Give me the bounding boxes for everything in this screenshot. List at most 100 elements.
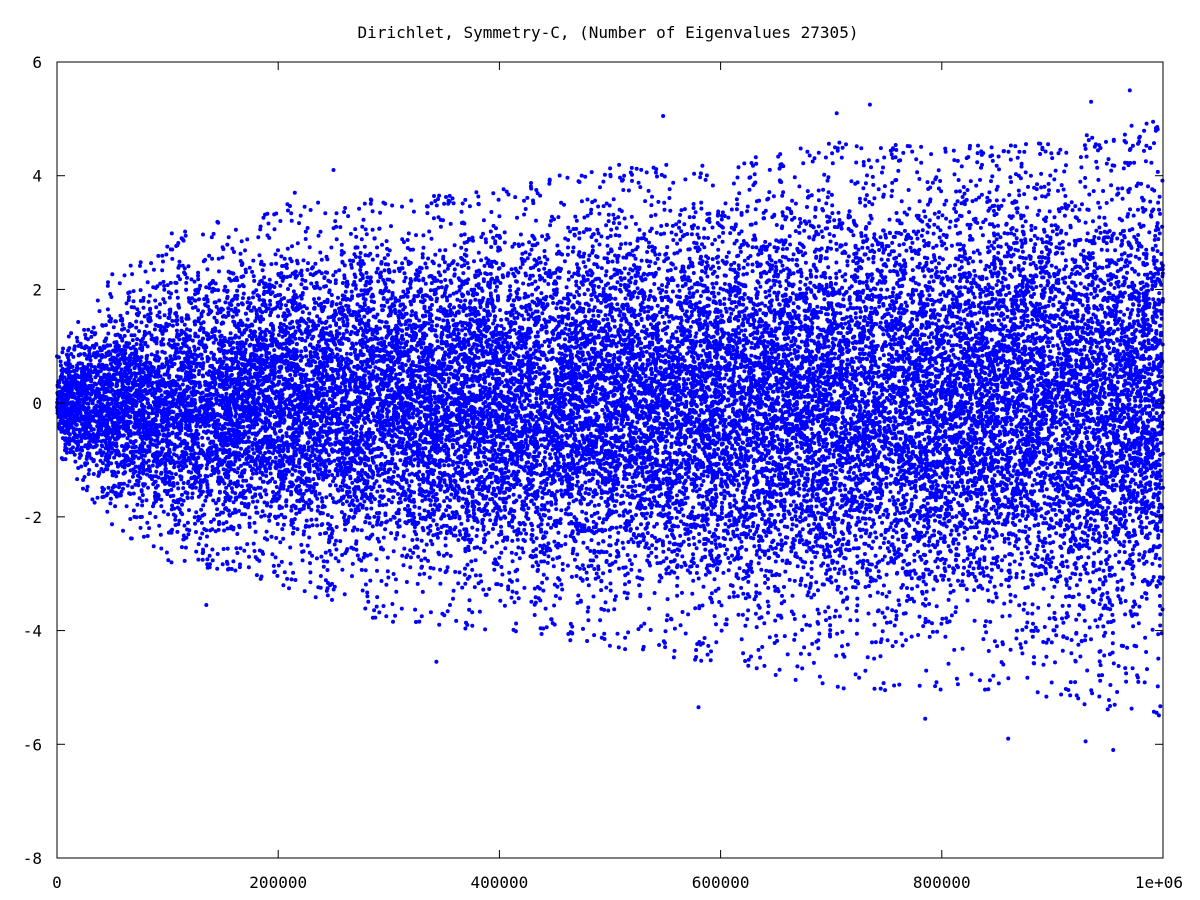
scatter-point: [89, 334, 94, 339]
scatter-point: [308, 580, 313, 585]
scatter-point: [350, 574, 354, 579]
scatter-point: [917, 177, 922, 181]
scatter-point: [455, 262, 460, 267]
scatter-point: [312, 470, 317, 474]
scatter-point: [186, 532, 191, 537]
scatter-point: [592, 633, 597, 638]
scatter-point: [970, 378, 975, 383]
scatter-point: [894, 300, 899, 304]
scatter-point: [805, 572, 810, 577]
scatter-point: [841, 564, 846, 569]
scatter-point: [775, 542, 780, 547]
scatter-point: [740, 612, 745, 617]
scatter-point: [497, 496, 502, 501]
scatter-point: [692, 171, 697, 176]
scatter-point: [236, 302, 241, 307]
scatter-point: [295, 527, 300, 532]
scatter-point: [687, 256, 692, 261]
scatter-point: [843, 502, 848, 507]
scatter-point: [793, 229, 798, 234]
scatter-point: [1013, 144, 1018, 149]
scatter-point: [996, 318, 1001, 323]
scatter-point: [785, 652, 790, 657]
scatter-point: [737, 191, 742, 196]
scatter-point: [122, 273, 127, 278]
scatter-point: [1046, 256, 1051, 261]
scatter-point: [613, 334, 617, 339]
scatter-point: [682, 207, 687, 212]
scatter-point: [664, 331, 668, 336]
scatter-point: [1049, 549, 1054, 554]
scatter-point: [385, 569, 390, 574]
scatter-point: [638, 357, 643, 362]
scatter-point: [382, 256, 387, 261]
scatter-point: [220, 562, 225, 567]
scatter-point: [915, 520, 920, 525]
scatter-point: [960, 646, 965, 651]
scatter-point: [694, 648, 699, 652]
scatter-point: [391, 474, 396, 479]
scatter-point: [1054, 624, 1059, 629]
scatter-point: [803, 260, 808, 265]
scatter-point: [1095, 447, 1100, 452]
scatter-point: [1087, 478, 1092, 483]
scatter-point: [586, 492, 591, 496]
scatter-point: [410, 415, 415, 420]
scatter-point: [749, 381, 754, 385]
scatter-point: [739, 637, 744, 642]
scatter-point: [789, 339, 794, 344]
scatter-point: [384, 582, 389, 587]
scatter-point: [698, 175, 703, 180]
scatter-point: [222, 288, 227, 293]
scatter-point: [978, 440, 983, 445]
scatter-point: [136, 483, 141, 488]
scatter-point: [1064, 163, 1068, 168]
scatter-point: [928, 308, 933, 313]
scatter-point: [1101, 189, 1106, 193]
scatter-point: [614, 541, 619, 546]
scatter-point: [639, 167, 644, 172]
scatter-point: [990, 274, 995, 279]
scatter-point: [765, 599, 770, 604]
scatter-point: [953, 224, 958, 228]
scatter-point: [746, 608, 751, 613]
scatter-point: [307, 245, 312, 250]
scatter-point: [128, 517, 133, 521]
scatter-point: [897, 682, 902, 687]
scatter-point: [289, 508, 294, 513]
scatter-point: [629, 165, 634, 170]
scatter-point: [735, 175, 740, 180]
scatter-point: [1018, 642, 1023, 647]
scatter-point: [1102, 653, 1107, 658]
scatter-point: [438, 581, 443, 586]
scatter-point: [1032, 523, 1037, 528]
scatter-point: [458, 532, 463, 537]
scatter-point: [538, 485, 543, 490]
scatter-point: [994, 198, 999, 203]
scatter-point: [611, 221, 616, 225]
scatter-point: [106, 280, 110, 285]
chart-title: Dirichlet, Symmetry-C, (Number of Eigenv…: [358, 23, 859, 42]
scatter-point: [381, 604, 386, 608]
scatter-point: [441, 318, 446, 323]
scatter-point: [554, 507, 559, 512]
scatter-point: [544, 625, 549, 630]
scatter-point: [1107, 537, 1112, 542]
scatter-point: [801, 161, 806, 166]
scatter-point: [584, 511, 589, 516]
scatter-point: [992, 584, 997, 589]
scatter-point: [711, 264, 715, 269]
scatter-point: [887, 410, 892, 414]
scatter-point: [884, 594, 889, 599]
scatter-point: [701, 348, 706, 353]
scatter-point: [527, 252, 532, 257]
scatter-point: [1097, 225, 1102, 230]
scatter-point: [691, 535, 696, 540]
scatter-point: [415, 581, 420, 586]
scatter-point: [884, 380, 889, 384]
scatter-point: [105, 307, 110, 312]
scatter-point: [938, 687, 943, 692]
scatter-point: [1094, 477, 1099, 482]
scatter-point: [483, 334, 488, 339]
scatter-point: [737, 536, 742, 541]
